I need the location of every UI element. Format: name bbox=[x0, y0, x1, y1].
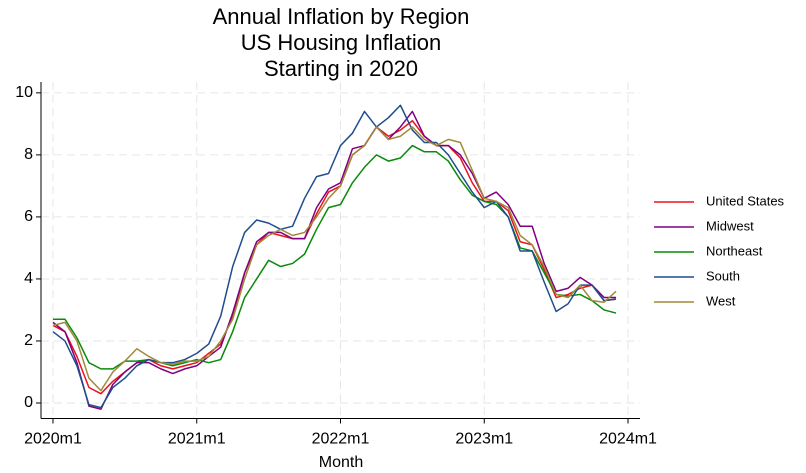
series-line bbox=[52, 110, 617, 410]
x-tick-label: 2024m1 bbox=[599, 431, 657, 448]
legend-label: Midwest bbox=[706, 218, 754, 233]
legend-label: West bbox=[706, 293, 736, 308]
x-tick-label: 2021m1 bbox=[168, 431, 226, 448]
chart-title: US Housing Inflation bbox=[241, 30, 442, 55]
legend-label: South bbox=[706, 268, 740, 283]
series-line bbox=[52, 126, 617, 392]
x-tick-label: 2023m1 bbox=[455, 431, 513, 448]
y-tick-label: 2 bbox=[24, 332, 33, 349]
y-tick-label: 8 bbox=[24, 146, 33, 163]
x-tick-label: 2022m1 bbox=[312, 431, 370, 448]
y-tick-label: 4 bbox=[24, 270, 33, 287]
chart-title: Starting in 2020 bbox=[264, 56, 418, 81]
y-tick-label: 10 bbox=[15, 84, 33, 101]
y-tick-label: 6 bbox=[24, 208, 33, 225]
legend-label: United States bbox=[706, 193, 785, 208]
x-tick-label: 2020m1 bbox=[24, 431, 82, 448]
x-axis-label: Month bbox=[319, 454, 363, 471]
y-tick-label: 0 bbox=[24, 394, 33, 411]
legend-label: Northeast bbox=[706, 243, 763, 258]
series-line bbox=[52, 104, 617, 409]
chart-title: Annual Inflation by Region bbox=[213, 4, 470, 29]
